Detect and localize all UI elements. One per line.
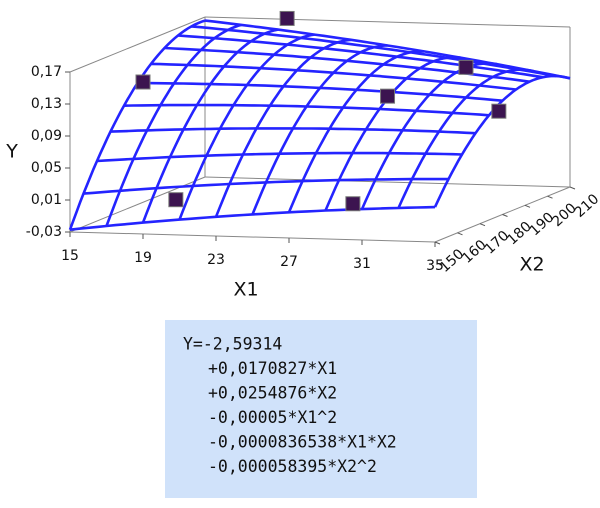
data-point xyxy=(345,196,361,212)
y-tick xyxy=(502,214,508,217)
y-tick xyxy=(479,223,486,227)
y-tick xyxy=(434,241,441,245)
surface-mesh-line xyxy=(178,33,315,221)
z-tick-label: 0,17 xyxy=(31,64,62,80)
surface-mesh-line xyxy=(360,62,498,210)
x-tick-label: 19 xyxy=(134,250,152,266)
data-point xyxy=(380,88,396,104)
surface-mesh-line xyxy=(214,38,352,218)
x-tick-label: 23 xyxy=(207,252,225,268)
equation-line: -0,00005*X1^2 xyxy=(208,408,337,427)
x-tick-label: 15 xyxy=(61,248,79,264)
surface-mesh-line xyxy=(141,28,279,224)
surface-mesh-line xyxy=(137,81,503,102)
surface-mesh-line xyxy=(433,74,571,208)
x-tick-label: 31 xyxy=(353,256,371,272)
data-point xyxy=(279,10,295,26)
equation-line: Y=-2,59314 xyxy=(183,335,282,354)
z-tick-label: 0,09 xyxy=(31,128,62,144)
data-point xyxy=(491,103,507,119)
data-point xyxy=(458,59,474,75)
surface-mesh-line xyxy=(251,44,388,215)
box-edge xyxy=(69,231,436,243)
data-point xyxy=(168,192,184,208)
y-axis-label: X2 xyxy=(519,254,544,276)
z-tick-label: 0,05 xyxy=(31,160,62,176)
equation-line: +0,0254876*X2 xyxy=(208,384,337,403)
equation-line: -0,0000836538*X1*X2 xyxy=(208,433,397,452)
surface-mesh-line xyxy=(397,68,534,209)
y-tick xyxy=(524,204,531,208)
equation-line: +0,0170827*X1 xyxy=(208,359,337,378)
y-tick xyxy=(457,232,463,236)
y-tick xyxy=(569,186,576,190)
box-edge xyxy=(204,176,571,188)
box-edge xyxy=(204,16,571,28)
box-edge xyxy=(69,16,206,73)
data-point xyxy=(135,74,151,90)
x-tick-label: 35 xyxy=(426,258,444,274)
z-tick-label: 0,01 xyxy=(31,192,62,208)
z-tick-label: 0,13 xyxy=(31,96,62,112)
z-tick-label: -0,03 xyxy=(26,224,62,240)
equation-line: -0,000058395*X2^2 xyxy=(208,457,377,476)
z-axis-label: Y xyxy=(5,141,18,163)
surface-mesh-line xyxy=(105,23,242,227)
surface-mesh-line xyxy=(287,49,425,213)
equation-box xyxy=(165,320,477,498)
y-tick xyxy=(547,195,553,199)
surface-mesh-line xyxy=(69,205,436,231)
x-tick-label: 27 xyxy=(280,254,298,270)
y-tick-label: 210 xyxy=(572,191,600,221)
x-axis-label: X1 xyxy=(233,279,258,301)
